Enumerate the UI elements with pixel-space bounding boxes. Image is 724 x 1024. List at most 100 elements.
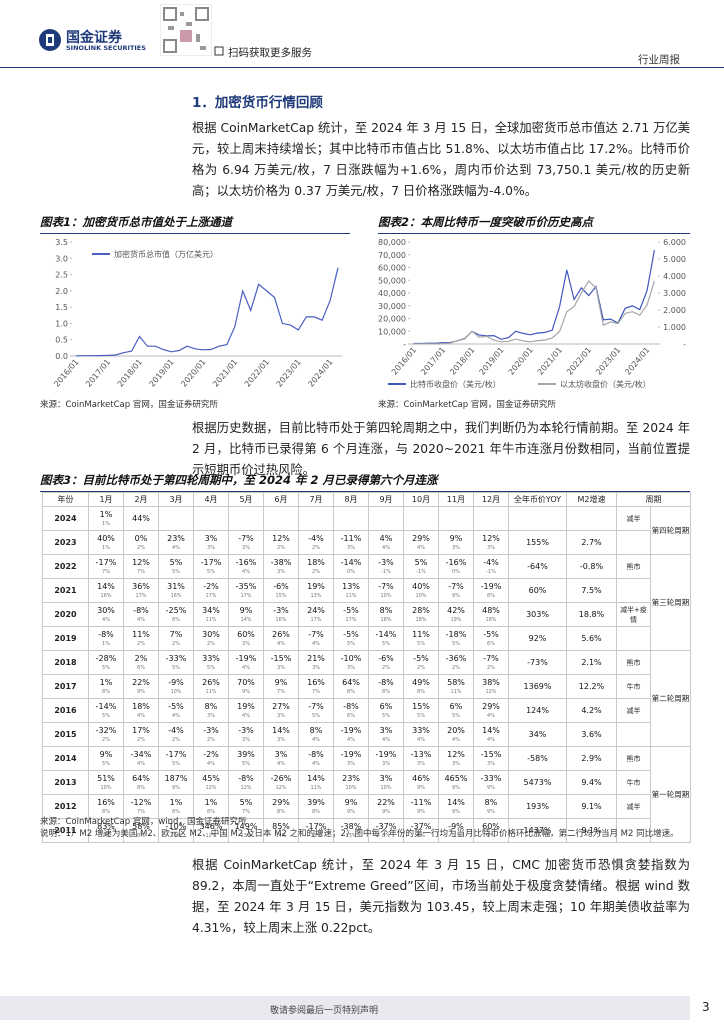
year-cell: 2013 <box>42 770 89 795</box>
price-change: -4% <box>168 726 184 735</box>
price-change: 31% <box>167 582 185 591</box>
m2-growth: 3% <box>207 545 215 551</box>
header-cell: 9月 <box>368 492 404 507</box>
m2-growth: 8% <box>137 785 145 791</box>
y-tick-label: 70,000 <box>378 251 406 260</box>
m2-growth: 14% <box>275 833 287 839</box>
m2-growth: 9% <box>242 689 250 695</box>
header-cell: 7月 <box>298 492 334 507</box>
table-row: 2023 40% 1% 0% 2% 23% 4% 3% 3% -7% 3% 12% 2% -4% 2% -11… <box>42 530 691 555</box>
price-change: 23% <box>342 774 360 783</box>
month-cell: 45% 12% <box>193 770 229 795</box>
price-change: 5% <box>169 558 183 567</box>
m2-growth: 0% <box>347 569 355 575</box>
legend-label: 加密货币总市值（万亿美元） <box>114 249 218 259</box>
m2-growth: 4% <box>137 713 145 719</box>
series-line <box>413 280 655 345</box>
table-row: 2016 -14% 5% 18% 4% -5% 4% 8% 3% 19% 4% 27% 3% -7% 5% -… <box>42 698 691 723</box>
price-change: -2% <box>203 582 219 591</box>
month-cell: 83% 7% <box>88 818 124 843</box>
price-change: 85% <box>272 822 290 831</box>
table: 年份 1月 2月 3月 4月 5月 6月 7月 8月 9月 10月 11月 12月 全年币价YOY M2增速… <box>42 492 691 843</box>
price-change: -37% <box>375 822 397 831</box>
m2-growth: 1% <box>102 641 110 647</box>
month-cell <box>368 506 404 531</box>
price-change: -14% <box>340 558 362 567</box>
m2-growth: 1% <box>102 521 110 527</box>
header-rule <box>0 67 724 68</box>
price-change: -18% <box>445 630 467 639</box>
price-change: -15% <box>480 750 502 759</box>
m2-growth: 8% <box>172 617 180 623</box>
x-tick-label: 2016/01 <box>390 346 418 377</box>
price-change: 40% <box>412 582 430 591</box>
m2-growth: 8% <box>417 689 425 695</box>
price-change: -10% <box>340 654 362 663</box>
cycle-cell: 第三轮周期 <box>650 554 691 651</box>
price-change: 64% <box>342 678 360 687</box>
m2-growth-annual: 9.1% <box>581 801 602 811</box>
x-tick-label: 2017/01 <box>84 358 112 389</box>
month-cell: 29% 4% <box>473 698 509 723</box>
month-cell: 23% 10% <box>333 770 369 795</box>
m2-growth: 5% <box>452 641 460 647</box>
price-change: -9% <box>448 822 464 831</box>
price-change: 83% <box>97 822 115 831</box>
m2-growth: 3% <box>277 569 285 575</box>
price-change: -19% <box>375 750 397 759</box>
yoy-cell: 5473% <box>508 770 567 795</box>
price-change: 60% <box>482 822 500 831</box>
m2-growth: 3% <box>277 665 285 671</box>
month-cell: -5% 2% <box>403 650 439 675</box>
year-cell: 2018 <box>42 650 89 675</box>
month-cell: -9% 11% <box>438 818 474 843</box>
month-cell: 44% <box>123 506 159 531</box>
price-change: 187% <box>164 774 188 783</box>
yoy-cell: 124% <box>508 698 567 723</box>
qr-code <box>160 4 212 56</box>
note: 牛市 <box>626 778 641 787</box>
price-change: 11% <box>412 630 430 639</box>
month-cell: -19% 4% <box>228 650 264 675</box>
price-change: 33% <box>412 726 430 735</box>
m2-growth: 8% <box>102 809 110 815</box>
m2-growth: 4% <box>487 713 495 719</box>
m2-growth: 3% <box>452 761 460 767</box>
m2-growth: 3% <box>382 761 390 767</box>
legend-label: 以太坊收盘价（美元/枚） <box>560 379 651 389</box>
price-change: -17% <box>305 822 327 831</box>
price-change: 19% <box>237 702 255 711</box>
yoy-cell: 1437% <box>508 818 567 843</box>
yoy: 155% <box>526 537 549 547</box>
month-cell: -15% 3% <box>473 746 509 771</box>
price-change: 48% <box>482 606 500 615</box>
month-cell: -8% 8% <box>368 674 404 699</box>
m2-growth-annual: 2.1% <box>581 657 602 667</box>
month-cell <box>403 506 439 531</box>
note: 减半 <box>626 802 641 811</box>
month-cell: 51% 10% <box>88 770 124 795</box>
header-cell: 11月 <box>438 492 474 507</box>
qr-icon <box>214 46 224 56</box>
month-cell: 33% 4% <box>403 722 439 747</box>
price-change: -13% <box>410 750 432 759</box>
m2-growth: 4% <box>277 641 285 647</box>
month-cell: 14% 16% <box>88 578 124 603</box>
m2-growth: 18% <box>415 617 427 623</box>
yoy-cell: 1369% <box>508 674 567 699</box>
yoy-cell: 92% <box>508 626 567 651</box>
x-tick-label: 2024/01 <box>306 358 334 389</box>
price-change: 9% <box>99 750 113 759</box>
y2-tick-label: 4.000 <box>663 272 686 281</box>
y-tick-label: 30,000 <box>378 302 406 311</box>
table-source: 来源：CoinMarketCap 官网，wind，国金证券研究所 <box>40 817 247 827</box>
month-cell: -7% 10% <box>368 578 404 603</box>
price-change: 22% <box>132 678 150 687</box>
price-change: -6% <box>273 582 289 591</box>
yoy: -58% <box>527 753 548 763</box>
month-cell <box>228 506 264 531</box>
month-cell: 19% 4% <box>228 698 264 723</box>
note-cell <box>616 530 651 555</box>
m2-growth: 11% <box>310 785 322 791</box>
